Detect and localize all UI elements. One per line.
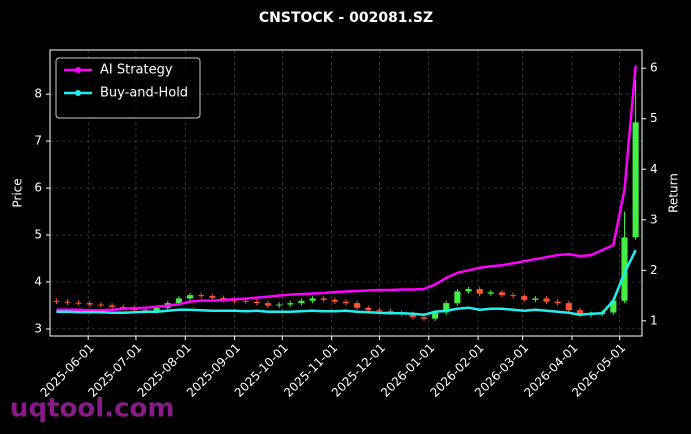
return-line (56, 249, 637, 317)
y-tick-label: 7 (34, 134, 42, 148)
chart-title: CNSTOCK - 002081.SZ (259, 10, 433, 26)
y2-axis-label: Return (667, 173, 681, 213)
candle-body (276, 304, 283, 306)
candle-body (443, 303, 450, 313)
y2-tick-label: 6 (650, 61, 658, 75)
candle-body (576, 310, 583, 315)
candle-body (209, 296, 216, 298)
candle-body (309, 298, 316, 301)
candle-body (365, 307, 372, 311)
candle-body (510, 295, 517, 297)
candle-body (175, 298, 182, 304)
candle-body (387, 311, 394, 313)
candle-body (75, 302, 82, 304)
candle-body (86, 303, 93, 305)
candle-body (242, 300, 249, 302)
candle-body (97, 304, 104, 306)
candle-body (354, 303, 361, 308)
y-tick-label: 4 (34, 274, 42, 288)
candle-body (465, 289, 472, 292)
candle-body (109, 305, 116, 307)
y2-tick-label: 2 (650, 263, 658, 277)
candle-body (420, 317, 428, 319)
candle-body (153, 307, 160, 312)
candle-body (64, 301, 71, 303)
candle-body (409, 313, 416, 318)
candle-body (253, 301, 260, 304)
y-axis-label: Price (11, 178, 25, 207)
candle-body (120, 306, 127, 308)
candle-body (454, 291, 461, 304)
candle-body (53, 300, 60, 302)
candle-body (521, 296, 528, 300)
y-tick-label: 6 (34, 181, 42, 195)
candle-body (331, 299, 338, 302)
candle-body (498, 292, 506, 296)
candle-body (543, 298, 550, 302)
candle-body (264, 303, 272, 306)
candle-body (432, 312, 439, 319)
y-tick-label: 8 (34, 87, 42, 101)
candle-body (376, 310, 383, 312)
legend-label: AI Strategy (100, 63, 173, 78)
legend-box (55, 57, 201, 119)
y2-tick-label: 1 (650, 313, 658, 327)
candle-body (610, 300, 617, 313)
y2-tick-label: 5 (650, 111, 658, 125)
candle-body (342, 301, 350, 304)
candle-body (632, 122, 639, 238)
legend-marker (75, 67, 81, 73)
y2-tick-label: 3 (650, 212, 658, 226)
plot-frame (49, 49, 643, 337)
candle-body (476, 289, 483, 294)
candle-body (320, 298, 327, 300)
candle-body (621, 237, 628, 301)
candle-body (565, 303, 572, 311)
candle-body (186, 295, 194, 299)
legend-marker (75, 90, 81, 96)
candle-body (287, 303, 294, 305)
y2-tick-label: 4 (650, 162, 658, 176)
watermark: uqtool.com (10, 394, 174, 424)
candle-body (487, 292, 494, 294)
y-tick-label: 5 (34, 228, 42, 242)
return-line (56, 65, 637, 312)
candle-body (532, 298, 539, 300)
legend-label: Buy-and-Hold (100, 86, 188, 101)
candle-body (198, 295, 205, 297)
candle-body (298, 300, 305, 304)
candle-body (554, 301, 561, 304)
y-tick-label: 3 (34, 321, 42, 335)
